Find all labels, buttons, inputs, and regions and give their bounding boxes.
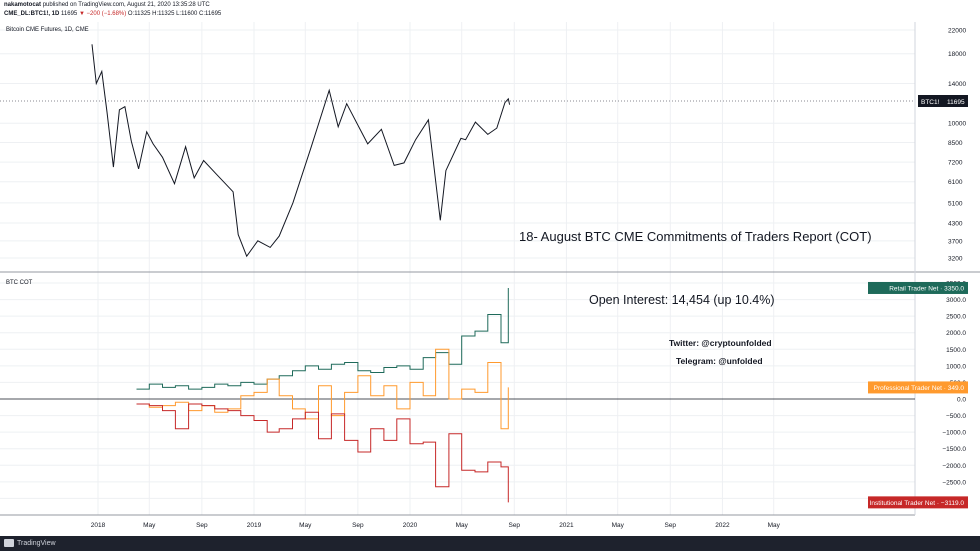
cot-tick-label: −2000.0 bbox=[942, 463, 966, 470]
x-tick-label: 2022 bbox=[715, 522, 730, 529]
cot-tick-label: 3000.0 bbox=[946, 297, 966, 304]
cot-tick-label: −2500.0 bbox=[942, 479, 966, 486]
cot-tick-label: 0.0 bbox=[957, 397, 966, 404]
ohlc-close: C:11695 bbox=[199, 11, 222, 17]
grid bbox=[0, 22, 915, 515]
last-price-tag: BTC1! 11695 bbox=[918, 95, 968, 107]
publish-info: published on TradingView.com, August 21,… bbox=[42, 2, 210, 8]
open-interest-annotation: Open Interest: 14,454 (up 10.4%) bbox=[589, 293, 775, 307]
tradingview-logo[interactable]: TradingView bbox=[4, 539, 56, 547]
cot-tick-label: 2500.0 bbox=[946, 314, 966, 321]
x-tick-label: Sep bbox=[664, 522, 676, 529]
cot-tick-label: −500.0 bbox=[946, 413, 966, 420]
publish-line: nakamotocat published on TradingView.com… bbox=[4, 2, 210, 8]
cot-pane-title: BTC COT bbox=[6, 280, 33, 286]
cot-report-annotation: 18- August BTC CME Commitments of Trader… bbox=[519, 229, 872, 244]
price-tick-label: 18000 bbox=[948, 51, 966, 58]
twitter-annotation: Twitter: @cryptounfolded bbox=[669, 338, 772, 348]
price-tick-label: 10000 bbox=[948, 121, 966, 128]
last-price: 11695 bbox=[61, 11, 78, 17]
chart-area[interactable]: Bitcoin CME Futures, 1D, CME BTC COT 18-… bbox=[0, 22, 980, 536]
price-tick-label: 7200 bbox=[948, 160, 963, 167]
series-tag-label: Institutional Trader Net · −3119.0 bbox=[870, 500, 965, 507]
price-axis-ticks: 3200 3700 4300 5100 6100 7200 8500 10000 14000 18… bbox=[948, 28, 966, 263]
cot-tick-label: −1000.0 bbox=[942, 430, 966, 437]
cot-tick-label: 1000.0 bbox=[946, 363, 966, 370]
price-tick-label: 4300 bbox=[948, 221, 963, 228]
x-tick-label: Sep bbox=[508, 522, 520, 529]
author-name: nakamotocat bbox=[4, 2, 42, 8]
x-tick-label: May bbox=[612, 522, 625, 529]
institutional-trader-tag: Institutional Trader Net · −3119.0 bbox=[868, 496, 968, 509]
price-tick-label: 5100 bbox=[948, 200, 963, 207]
telegram-annotation: Telegram: @unfolded bbox=[676, 356, 763, 366]
last-price-symbol: BTC1! bbox=[921, 99, 940, 106]
price-tick-label: 22000 bbox=[948, 28, 966, 35]
price-tick-label: 8500 bbox=[948, 140, 963, 147]
x-tick-label: 2021 bbox=[559, 522, 574, 529]
price-tick-label: 3200 bbox=[948, 256, 963, 263]
series-tag-label: Professional Trader Net · 349.0 bbox=[874, 385, 965, 392]
price-series bbox=[91, 44, 511, 258]
x-tick-label: May bbox=[299, 522, 312, 529]
retail-trader-net-line bbox=[136, 288, 509, 390]
cot-tick-label: 2000.0 bbox=[946, 330, 966, 337]
symbol-line: CME_DL:BTC1!, 1D 11695 ▼ −200 (−1.68%) O… bbox=[4, 11, 221, 17]
ohlc-low: L:11600 bbox=[176, 11, 198, 17]
symbol-name: CME_DL:BTC1!, 1D bbox=[4, 11, 60, 17]
price-tick-label: 14000 bbox=[948, 81, 966, 88]
x-axis-ticks: 2018 May Sep 2019 May Sep 2020 May Sep 2021 May Sep… bbox=[91, 522, 781, 529]
x-tick-label: May bbox=[456, 522, 469, 529]
tradingview-logo-icon bbox=[4, 539, 14, 547]
cot-tick-label: 1500.0 bbox=[946, 347, 966, 354]
price-change: ▼ −200 (−1.68%) bbox=[78, 11, 127, 17]
tradingview-wordmark: TradingView bbox=[17, 539, 56, 547]
ohlc-high: H:11325 bbox=[152, 11, 175, 17]
header-bar: nakamotocat published on TradingView.com… bbox=[0, 0, 980, 22]
price-tick-label: 6100 bbox=[948, 179, 963, 186]
series-tags: Retail Trader Net · 3350.0 Professional T… bbox=[868, 281, 968, 509]
footer-bar: TradingView bbox=[0, 536, 980, 551]
last-price-value: 11695 bbox=[947, 99, 965, 106]
series-tag-label: Retail Trader Net · 3350.0 bbox=[889, 285, 964, 292]
retail-trader-tag: Retail Trader Net · 3350.0 bbox=[868, 281, 968, 294]
x-tick-label: 2020 bbox=[403, 522, 418, 529]
price-tick-label: 3700 bbox=[948, 238, 963, 245]
x-tick-label: Sep bbox=[352, 522, 364, 529]
ohlc-open: O:11325 bbox=[127, 11, 151, 17]
professional-trader-tag: Professional Trader Net · 349.0 bbox=[868, 381, 968, 394]
price-pane-title: Bitcoin CME Futures, 1D, CME bbox=[6, 27, 89, 33]
x-tick-label: 2018 bbox=[91, 522, 106, 529]
professional-trader-net-line bbox=[136, 348, 509, 430]
cot-series bbox=[136, 288, 509, 503]
x-tick-label: 2019 bbox=[247, 522, 262, 529]
x-tick-label: May bbox=[768, 522, 781, 529]
btc-price-line bbox=[91, 44, 511, 258]
x-tick-label: Sep bbox=[196, 522, 208, 529]
cot-tick-label: −1500.0 bbox=[942, 446, 966, 453]
x-tick-label: May bbox=[143, 522, 156, 529]
institutional-trader-net-line bbox=[136, 403, 509, 503]
